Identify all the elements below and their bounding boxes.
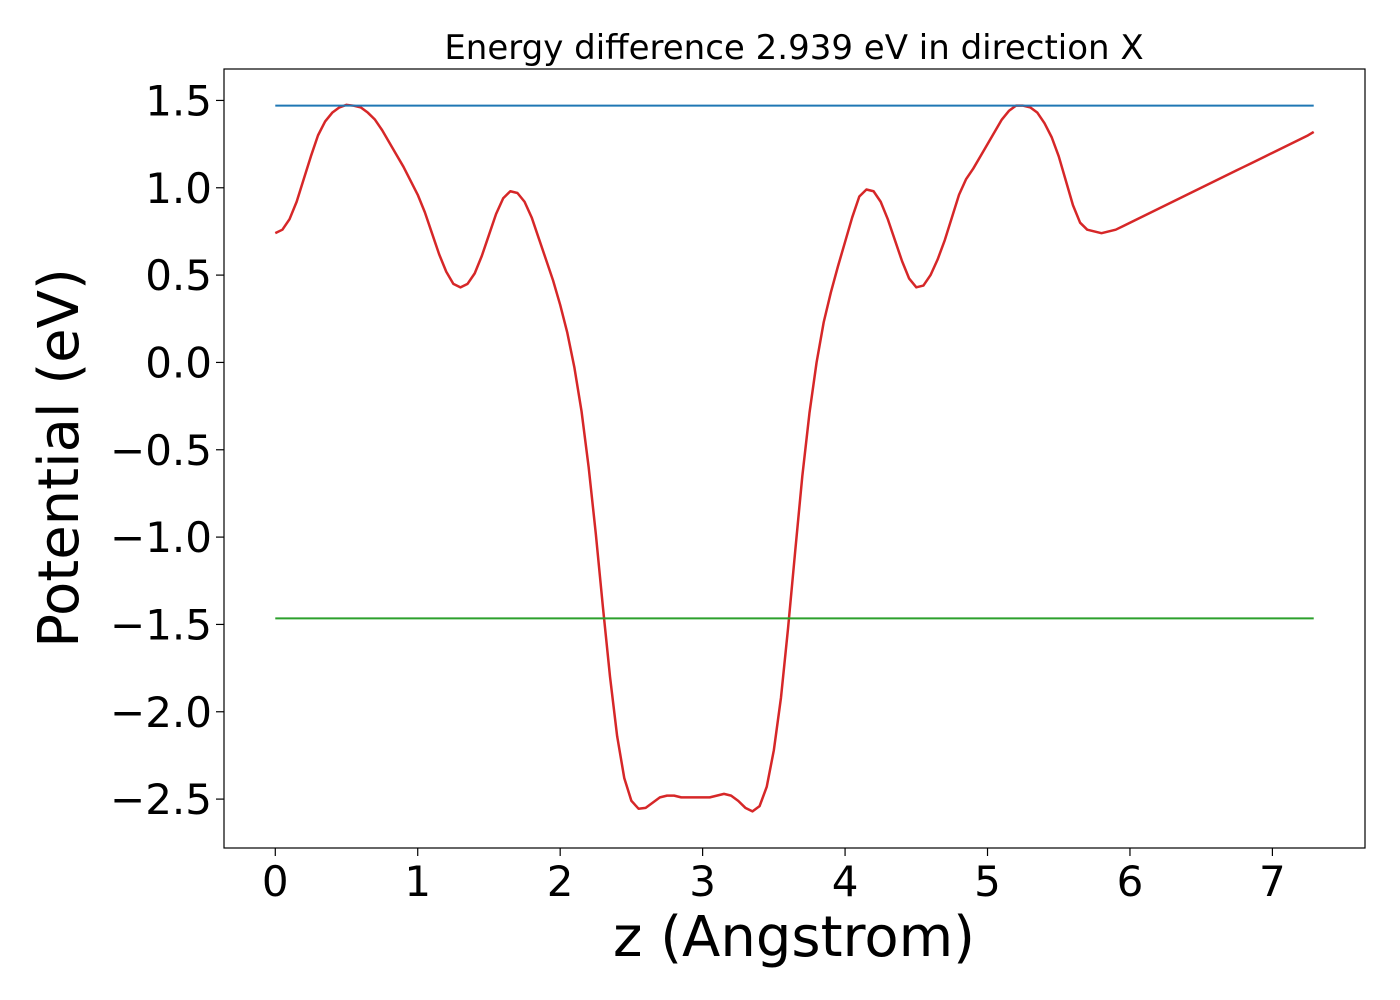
y-tick-label: 1.5 xyxy=(145,76,212,125)
y-axis-label: Potential (eV) xyxy=(27,268,92,648)
chart-title: Energy difference 2.939 eV in direction … xyxy=(444,28,1143,68)
x-axis: 0 1 2 3 4 5 6 7 xyxy=(262,848,1286,906)
plot-area xyxy=(274,103,1315,813)
y-tick-label: −2.0 xyxy=(110,688,212,737)
y-tick-label: 0.0 xyxy=(145,338,212,387)
plot-frame xyxy=(223,68,1366,849)
x-tick-label: 7 xyxy=(1259,857,1286,906)
x-tick-label: 1 xyxy=(404,857,431,906)
x-tick-label: 5 xyxy=(974,857,1001,906)
series-line-0 xyxy=(274,103,1315,813)
y-tick-label: −1.0 xyxy=(110,513,212,562)
x-tick-label: 2 xyxy=(547,857,574,906)
x-tick-label: 0 xyxy=(262,857,289,906)
x-tick-label: 4 xyxy=(832,857,859,906)
y-tick-label: −1.5 xyxy=(110,600,212,649)
x-axis-label: z (Angstrom) xyxy=(613,905,975,970)
y-tick-label: 0.5 xyxy=(145,251,212,300)
x-tick-label: 6 xyxy=(1117,857,1144,906)
y-axis: 1.5 1.0 0.5 0.0 −0.5 −1.0 −1.5 −2.0 −2.5 xyxy=(110,76,224,824)
y-tick-label: 1.0 xyxy=(145,164,212,213)
x-tick-label: 3 xyxy=(689,857,716,906)
y-tick-label: −0.5 xyxy=(110,426,212,475)
y-tick-label: −2.5 xyxy=(110,775,212,824)
